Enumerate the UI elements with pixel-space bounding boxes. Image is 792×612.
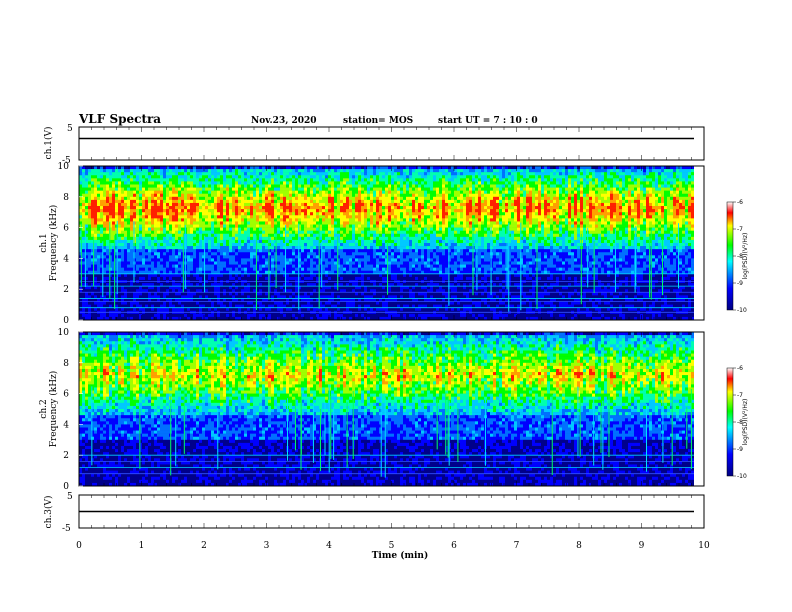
ch2-spec-ytick-10: 10: [58, 328, 70, 338]
time-xtick-5: 5: [389, 541, 395, 551]
time-xtick-1: 1: [139, 541, 145, 551]
station-label: station= MOS: [343, 116, 413, 126]
ch2-colorbar-tick--9: -9: [737, 446, 743, 453]
ch2-colorbar-label: log(PSD)(V²/Hz): [742, 399, 749, 446]
ch2-spec-ytick-8: 8: [63, 359, 69, 369]
ch2-spec-ytick-2: 2: [63, 451, 69, 461]
ch3-ytick-bottom: -5: [62, 524, 71, 534]
ch1-spec-ytick-8: 8: [63, 193, 69, 203]
time-axis-label: Time (min): [372, 550, 429, 561]
ch2-spec-ytick-0: 0: [63, 482, 69, 492]
time-xtick-9: 9: [639, 541, 645, 551]
ch1-spectrogram-panel: 0 2 4 6 8 10 ch.1 Frequency (kHz) -6 -7 -8 -9 -10…: [39, 162, 749, 326]
time-xtick-3: 3: [264, 541, 270, 551]
ch1-spec-ytick-2: 2: [63, 285, 69, 295]
date-label: Nov.23, 2020: [251, 116, 317, 126]
time-xtick-6: 6: [451, 541, 457, 551]
ch1-spectrogram-ylabel-frequency: Frequency (kHz): [48, 205, 59, 282]
time-xtick-0: 0: [76, 541, 82, 551]
ch1-colorbar-tick--7: -7: [737, 226, 743, 233]
ch2-spec-ytick-6: 6: [63, 390, 69, 400]
ch2-colorbar-tick--8: -8: [737, 419, 743, 426]
ch2-spectrogram-ylabel-frequency: Frequency (kHz): [48, 371, 59, 448]
ch1-spectrogram-ylabel-channel: ch.1: [39, 233, 49, 252]
ch2-colorbar: [726, 367, 734, 477]
ch1-colorbar-tick--8: -8: [737, 253, 743, 260]
ch2-colorbar-tick--6: -6: [737, 365, 743, 372]
time-xtick-4: 4: [326, 541, 332, 551]
ch1-colorbar: [726, 201, 734, 311]
figure-title: VLF Spectra: [78, 112, 161, 126]
ch1-spec-ytick-0: 0: [63, 316, 69, 326]
ch3-waveform-panel: 5 -5 ch.3(V) 0 1 2 3 4 5 6 7 8 9 10 Time (min): [43, 492, 710, 561]
ch1-spec-ytick-6: 6: [63, 224, 69, 234]
time-xtick-7: 7: [514, 541, 520, 551]
ch1-colorbar-tick--6: -6: [737, 199, 743, 206]
panel-tick-marks: [78, 127, 705, 528]
ch1-ytick-bottom: -5: [62, 156, 71, 166]
ch2-spectrogram-ylabel-channel: ch.2: [39, 399, 49, 418]
start-time-label: start UT = 7 : 10 : 0: [438, 116, 538, 126]
time-xtick-2: 2: [201, 541, 207, 551]
time-xtick-8: 8: [576, 541, 582, 551]
ch1-spectrogram-image: [79, 166, 704, 321]
ch2-colorbar-tick--7: -7: [737, 392, 743, 399]
time-xtick-10: 10: [698, 541, 710, 551]
ch2-spectrogram-panel: 0 2 4 6 8 10 ch.2 Frequency (kHz) -6 -7 -8 -9 -10…: [39, 328, 749, 492]
ch3-waveform-ylabel: ch.3(V): [43, 496, 54, 529]
ch1-colorbar-tick--9: -9: [737, 280, 743, 287]
ch1-colorbar-label: log(PSD)(V²/Hz): [742, 233, 749, 280]
ch3-ytick-top: 5: [67, 492, 73, 502]
ch1-spec-ytick-10: 10: [58, 162, 70, 172]
ch1-ytick-top: 5: [67, 124, 73, 134]
ch2-spec-ytick-4: 4: [63, 420, 69, 430]
ch1-waveform-frame: [78, 126, 705, 161]
ch1-waveform-panel: 5 -5 ch.1(V): [43, 124, 705, 166]
ch1-colorbar-tick--10: -10: [737, 307, 747, 314]
ch1-waveform-ylabel: ch.1(V): [43, 127, 54, 160]
ch2-spectrogram-image: [79, 332, 704, 487]
ch2-colorbar-tick--10: -10: [737, 473, 747, 480]
ch1-spec-ytick-4: 4: [63, 254, 69, 264]
